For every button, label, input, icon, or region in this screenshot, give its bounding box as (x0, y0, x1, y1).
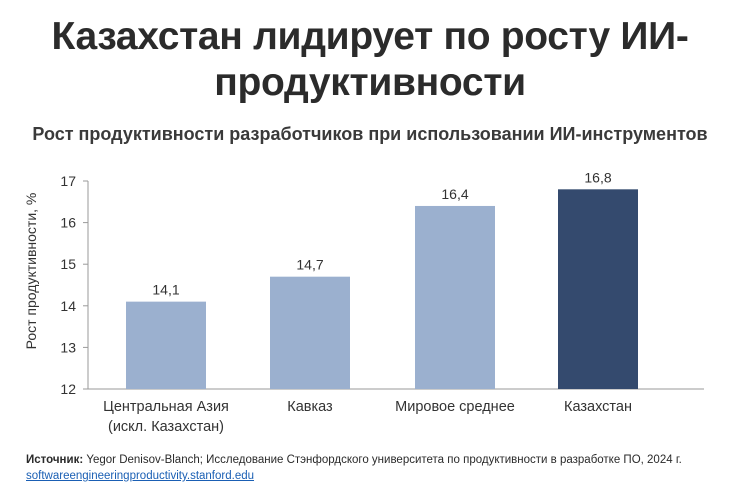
bar-value-label: 14,1 (152, 282, 179, 298)
title-line-1: Казахстан лидирует по росту ИИ- (51, 15, 689, 58)
x-tick-label: Кавказ (287, 399, 333, 415)
x-tick-label: Центральная Азия (103, 399, 229, 415)
title-line-2: продуктивности (214, 61, 526, 104)
bar (558, 189, 638, 389)
x-tick-label: Мировое среднее (395, 399, 515, 415)
y-tick-label: 14 (60, 298, 76, 314)
y-tick-label: 15 (60, 256, 76, 272)
bar-value-label: 16,4 (441, 186, 468, 202)
y-tick-label: 16 (60, 215, 76, 231)
bar (270, 276, 350, 389)
bar-value-label: 14,7 (296, 257, 323, 273)
x-tick-label: Казахстан (564, 399, 632, 415)
chart-subtitle: Рост продуктивности разработчиков при ис… (32, 124, 708, 144)
bar (126, 301, 206, 389)
y-tick-label: 12 (60, 381, 76, 397)
bar-value-label: 16,8 (584, 169, 611, 185)
x-tick-label: (искл. Казахстан) (108, 419, 224, 435)
bar (415, 205, 495, 389)
source-text: Yegor Denisov-Blanch; Исследование Стэнф… (83, 454, 682, 466)
source-label: Источник: (26, 454, 84, 466)
page-title: Казахстан лидирует по росту ИИ- продукти… (0, 14, 740, 106)
y-tick-label: 13 (60, 339, 76, 355)
source-link[interactable]: softwareengineeringproductivity.stanford… (26, 470, 255, 482)
source-note: Источник: Yegor Denisov-Blanch; Исследов… (26, 452, 726, 484)
y-tick-label: 17 (60, 173, 76, 189)
y-axis-label: Рост продуктивности, % (23, 193, 39, 350)
